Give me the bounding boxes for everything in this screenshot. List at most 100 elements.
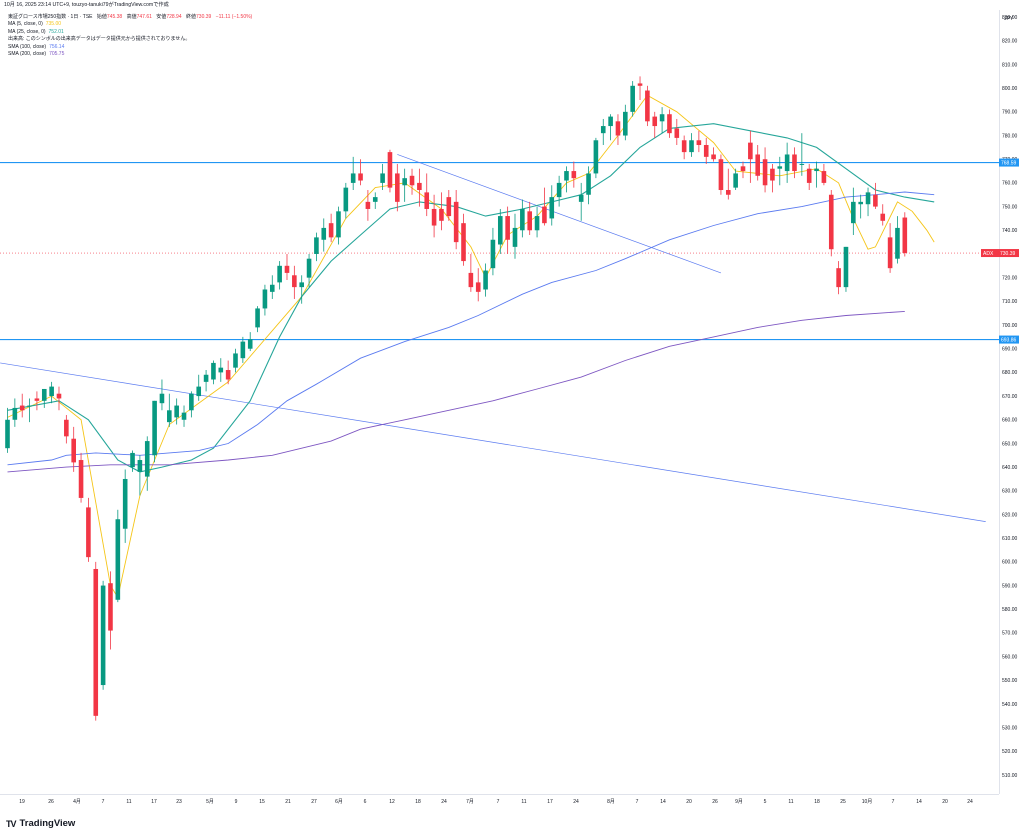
candle-down[interactable] (725, 190, 731, 195)
candle-up[interactable] (858, 201, 863, 205)
candle-down[interactable] (468, 272, 474, 288)
candle-down[interactable] (365, 201, 371, 209)
candle-up[interactable] (623, 111, 628, 136)
candle-down[interactable] (821, 171, 827, 183)
candle-up[interactable] (27, 405, 32, 407)
candle-down[interactable] (328, 223, 334, 238)
candle-up[interactable] (556, 182, 562, 198)
candle-up[interactable] (549, 197, 555, 219)
candle-up[interactable] (490, 239, 496, 269)
candle-up[interactable] (189, 393, 194, 411)
candle-down[interactable] (681, 140, 687, 153)
candle-down[interactable] (637, 83, 643, 86)
candle-up[interactable] (851, 201, 856, 224)
candle-up[interactable] (255, 308, 260, 328)
candle-down[interactable] (417, 182, 422, 191)
candle-up[interactable] (49, 386, 54, 397)
candle-down[interactable] (762, 159, 768, 186)
candle-down[interactable] (395, 173, 400, 202)
trendline[interactable] (0, 362, 986, 522)
candle-up[interactable] (402, 178, 407, 186)
legend-study-ma25[interactable]: MA (25, close, 0) 752.01 (8, 28, 64, 35)
candle-up[interactable] (203, 374, 209, 382)
candle-down[interactable] (652, 116, 658, 127)
candle-up[interactable] (115, 519, 121, 600)
candle-down[interactable] (64, 419, 69, 437)
candle-down[interactable] (718, 159, 724, 191)
legend-study-ma5[interactable]: MA (5, close, 0) 735.00 (8, 21, 62, 28)
candle-down[interactable] (409, 175, 415, 186)
candle-down[interactable] (828, 194, 834, 250)
candle-up[interactable] (233, 353, 238, 368)
candle-down[interactable] (542, 206, 547, 224)
candle-down[interactable] (527, 211, 533, 231)
candle-up[interactable] (343, 187, 349, 212)
candle-down[interactable] (836, 268, 841, 288)
candle-down[interactable] (748, 142, 753, 160)
candle-up[interactable] (262, 289, 268, 309)
candle-down[interactable] (806, 168, 812, 183)
candle-down[interactable] (887, 237, 893, 269)
time-axis[interactable]: 19 26 4月 7 11 17 23 5月 9 15 21 27 6月 6 12 18 24 7月 7 11 17 24… (19, 799, 973, 805)
candle-up[interactable] (512, 227, 518, 247)
legend-study-sma100[interactable]: SMA (100, close) 756.14 (8, 43, 65, 50)
candle-down[interactable] (78, 460, 84, 498)
candle-up[interactable] (497, 216, 503, 245)
candle-down[interactable] (424, 192, 430, 209)
candle-down[interactable] (571, 171, 577, 179)
candle-up[interactable] (218, 367, 224, 373)
candle-up[interactable] (277, 265, 282, 283)
plot-area[interactable] (0, 76, 999, 721)
candle-down[interactable] (461, 223, 466, 262)
candle-up[interactable] (299, 282, 304, 288)
candle-down[interactable] (56, 393, 62, 399)
sma100-line[interactable] (7, 191, 935, 466)
candle-down[interactable] (792, 154, 797, 172)
candle-up[interactable] (211, 362, 216, 380)
candle-up[interactable] (630, 85, 635, 112)
candle-down[interactable] (108, 583, 113, 631)
candle-up[interactable] (843, 246, 849, 288)
candle-up[interactable] (865, 192, 871, 205)
candle-up[interactable] (520, 208, 525, 231)
candle-down[interactable] (770, 168, 775, 181)
candle-up[interactable] (593, 140, 599, 174)
candle-up[interactable] (137, 460, 143, 472)
candle-up[interactable] (733, 173, 738, 188)
candle-up[interactable] (12, 407, 18, 420)
candle-up[interactable] (306, 258, 312, 278)
candle-up[interactable] (167, 410, 172, 423)
price-axis[interactable]: 510.00 520.00 530.00 540.00 550.00 560.00 570.… (981, 15, 1019, 779)
candle-down[interactable] (284, 265, 290, 273)
candle-down[interactable] (86, 507, 91, 558)
candle-up[interactable] (321, 227, 327, 240)
candle-down[interactable] (431, 208, 437, 226)
candle-up[interactable] (380, 173, 385, 183)
candle-down[interactable] (703, 145, 709, 157)
candle-down[interactable] (439, 208, 444, 221)
candle-up[interactable] (659, 114, 665, 122)
candle-down[interactable] (755, 154, 761, 176)
candle-up[interactable] (181, 412, 187, 420)
candle-up[interactable] (564, 171, 569, 181)
candle-down[interactable] (93, 568, 99, 716)
candle-down[interactable] (902, 217, 908, 254)
candle-up[interactable] (895, 227, 900, 259)
candle-down[interactable] (453, 201, 459, 243)
candle-up[interactable] (483, 270, 488, 290)
candle-up[interactable] (608, 116, 613, 127)
candle-down[interactable] (34, 398, 40, 401)
candle-down[interactable] (711, 154, 716, 160)
candle-up[interactable] (600, 126, 606, 134)
candle-down[interactable] (880, 213, 886, 221)
candle-up[interactable] (578, 194, 584, 202)
candle-down[interactable] (696, 140, 702, 146)
candle-down[interactable] (645, 90, 650, 122)
candle-up[interactable] (41, 388, 47, 401)
legend-study-volume[interactable]: 出来高: このシンボルの出来高データはデータ提供元から提供されておりません。 (8, 36, 191, 43)
ma25-line[interactable] (7, 123, 935, 473)
candle-up[interactable] (534, 216, 540, 231)
trendline[interactable] (397, 154, 722, 274)
candle-down[interactable] (505, 216, 510, 240)
